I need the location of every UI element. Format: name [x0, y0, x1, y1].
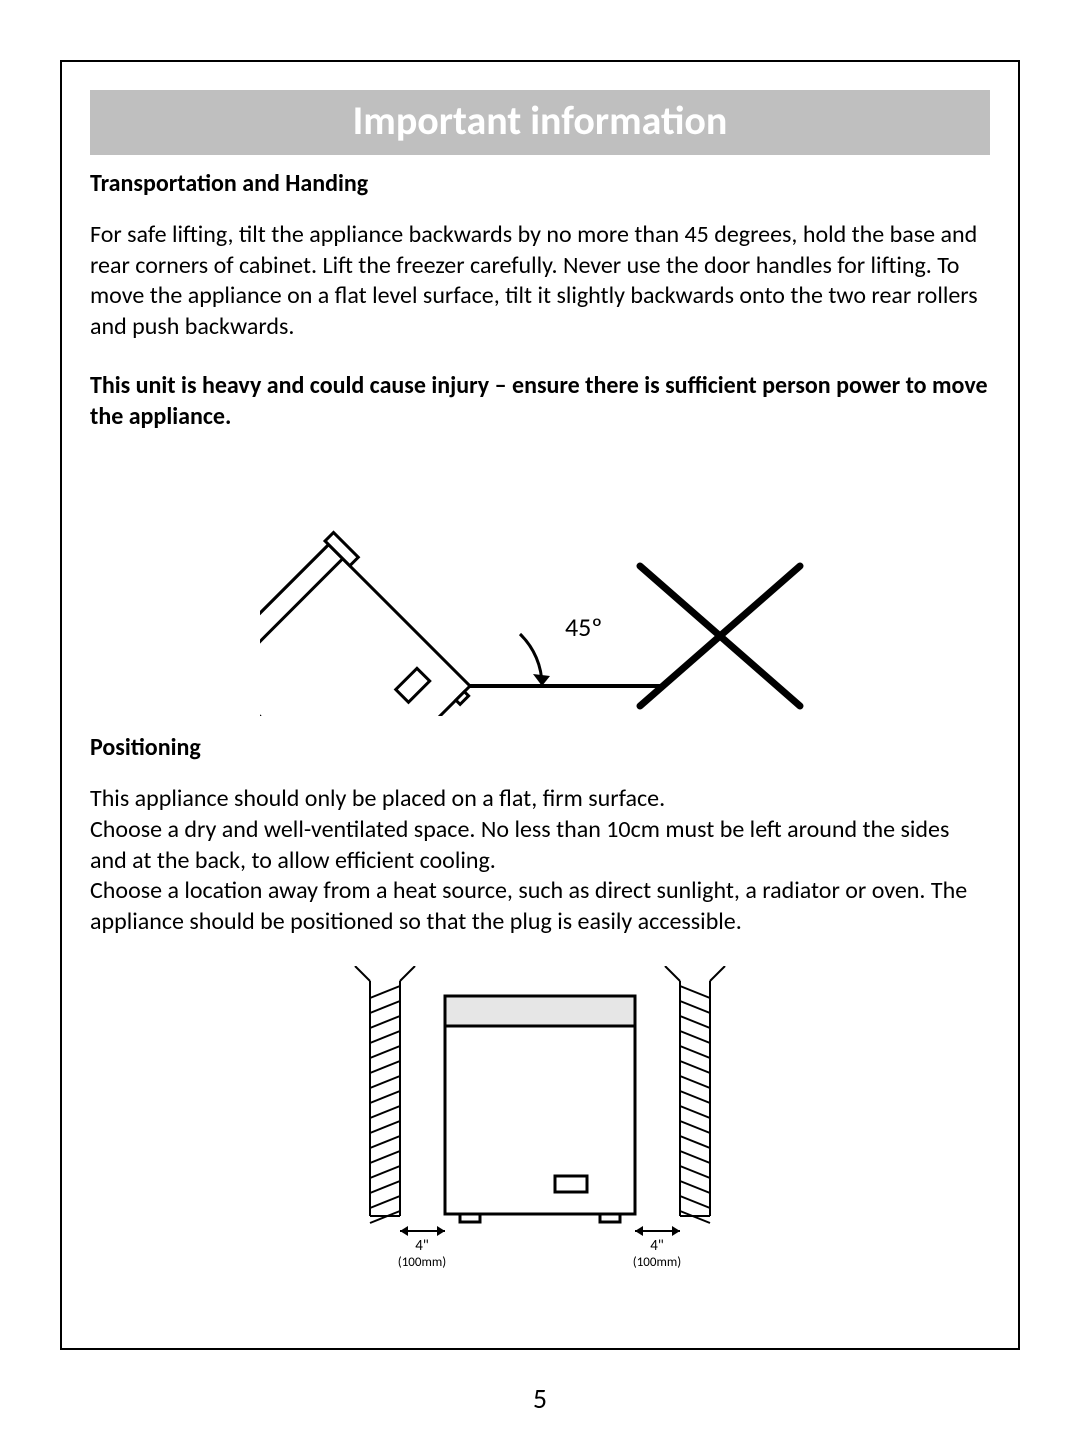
- content-frame: Important information Transportation and…: [60, 60, 1020, 1350]
- svg-text:4": 4": [415, 1237, 429, 1255]
- section1-heading: Transportation and Handing: [90, 169, 990, 198]
- svg-text:4": 4": [650, 1237, 664, 1255]
- section1-body: For safe lifting, tilt the appliance bac…: [90, 220, 990, 343]
- page: Important information Transportation and…: [0, 0, 1080, 1440]
- clearance-diagram-svg: 4" (100mm) 4" (100mm): [300, 966, 780, 1276]
- tilt-diagram: 45º: [90, 436, 990, 721]
- section2-body: This appliance should only be placed on …: [90, 784, 990, 938]
- svg-text:(100mm): (100mm): [398, 1255, 446, 1270]
- page-number: 5: [0, 1381, 1080, 1416]
- section1-warning: This unit is heavy and could cause injur…: [90, 371, 990, 432]
- title-bar: Important information: [90, 90, 990, 155]
- svg-text:(100mm): (100mm): [633, 1255, 681, 1270]
- clearance-diagram: 4" (100mm) 4" (100mm): [90, 966, 990, 1281]
- tilt-diagram-svg: 45º: [260, 436, 820, 716]
- svg-text:45º: 45º: [565, 611, 602, 643]
- section2-heading: Positioning: [90, 733, 990, 762]
